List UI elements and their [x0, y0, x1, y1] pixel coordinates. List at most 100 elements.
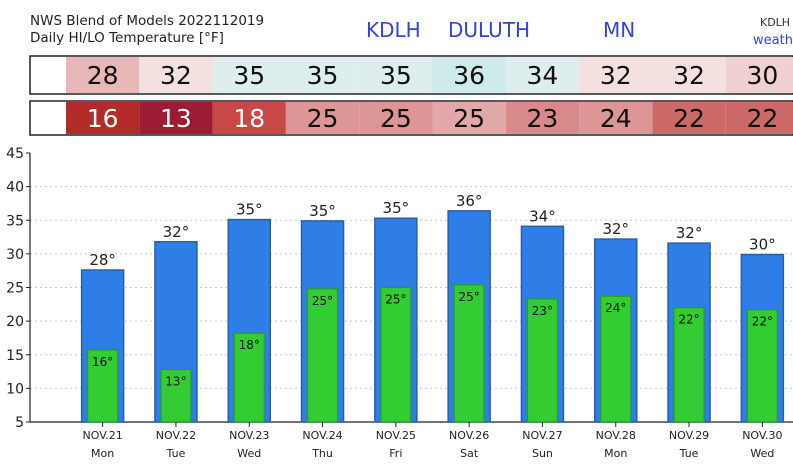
- hi-data-label: 32°: [602, 220, 629, 238]
- lo-cell: [285, 102, 360, 134]
- lo-bar: [453, 284, 485, 423]
- hi-data-label: 35°: [236, 201, 263, 219]
- x-date-label: NOV.23: [229, 429, 269, 442]
- lo-temperature-row: 16 13 18 25 25 25 23 24 22 22: [29, 100, 793, 136]
- x-date-label: NOV.29: [669, 429, 709, 442]
- hi-cell-value: 35: [380, 61, 412, 90]
- lo-data-label: 22°: [678, 313, 699, 327]
- x-date-label: NOV.30: [742, 429, 782, 442]
- x-weekday-label: Mon: [604, 447, 627, 460]
- lo-cell: [652, 102, 726, 134]
- y-tick-label: 40: [6, 180, 24, 196]
- lo-cell: [139, 102, 213, 134]
- x-weekday-label: Tue: [679, 447, 699, 460]
- y-tick-label: 20: [6, 314, 24, 330]
- y-tick-label: 10: [6, 381, 24, 397]
- station-id: KDLH: [366, 18, 421, 42]
- lo-cell-value: 25: [380, 104, 412, 133]
- lo-cell: [579, 102, 653, 134]
- hi-cell-value: 32: [600, 61, 632, 90]
- lo-bar: [160, 368, 192, 423]
- hi-cell-value: 35: [233, 61, 265, 90]
- hi-cell-value: 32: [160, 61, 192, 90]
- lo-data-label: 25°: [385, 293, 406, 307]
- hi-temperature-row: 28 32 35 35 35 36 34 32 32 30: [29, 55, 793, 95]
- x-date-label: NOV.24: [302, 429, 342, 442]
- hi-cell: [66, 57, 140, 93]
- hi-cell: [725, 57, 793, 93]
- lo-cell-value: 16: [87, 104, 119, 133]
- x-date-label: NOV.22: [156, 429, 196, 442]
- lo-data-label: 22°: [752, 315, 773, 329]
- lo-data-label: 16°: [92, 355, 113, 369]
- lo-bar: [380, 286, 412, 423]
- y-tick-label: 5: [15, 415, 24, 431]
- hi-data-label: 30°: [749, 236, 776, 254]
- x-date-label: NOV.21: [83, 429, 123, 442]
- lo-cell: [359, 102, 433, 134]
- hi-cell-value: 28: [87, 61, 119, 90]
- lo-cell: [725, 102, 793, 134]
- lo-bar: [306, 288, 339, 423]
- y-tick-label: 15: [6, 348, 24, 364]
- chart-title-line1: NWS Blend of Models 2022112019: [30, 13, 264, 29]
- x-weekday-label: Sat: [460, 447, 479, 460]
- lo-cell: [212, 102, 286, 134]
- hi-cell: [212, 57, 286, 93]
- lo-cell: [505, 102, 580, 134]
- lo-cell-value: 22: [746, 104, 778, 133]
- x-weekday-label: Fri: [389, 447, 402, 460]
- hi-cell-value: 35: [307, 61, 339, 90]
- y-tick-label: 45: [6, 146, 24, 162]
- hi-cell: [139, 57, 213, 93]
- hi-cell: [505, 57, 580, 93]
- lo-bar: [600, 295, 632, 423]
- hi-data-label: 32°: [163, 223, 190, 241]
- hi-cell-value: 34: [527, 61, 559, 90]
- hi-cell-value: 32: [673, 61, 705, 90]
- lo-bar: [673, 307, 705, 423]
- y-tick-label: 30: [6, 247, 24, 263]
- chart-title-line2: Daily HI/LO Temperature [°F]: [30, 30, 224, 46]
- lo-data-label: 13°: [165, 375, 186, 389]
- corner-link[interactable]: weath: [753, 33, 793, 48]
- hi-cell: [579, 57, 653, 93]
- x-date-label: NOV.27: [522, 429, 562, 442]
- hi-data-label: 36°: [456, 192, 483, 210]
- x-date-label: NOV.28: [596, 429, 636, 442]
- lo-cell-value: 25: [307, 104, 339, 133]
- x-axis-labels: NOV.21 Mon NOV.22 Tue NOV.23 Wed NOV.24 Thu NOV.…: [83, 422, 782, 460]
- lo-data-label: 23°: [532, 304, 553, 318]
- lo-data-label: 18°: [239, 338, 260, 352]
- lo-cell-value: 22: [673, 104, 705, 133]
- x-date-label: NOV.26: [449, 429, 489, 442]
- lo-bar: [87, 349, 119, 423]
- lo-data-label: 24°: [605, 301, 626, 315]
- x-weekday-label: Tue: [166, 447, 186, 460]
- lo-cell-value: 23: [527, 104, 559, 133]
- station-name: DULUTH: [448, 18, 530, 42]
- hi-data-label: 32°: [676, 224, 703, 242]
- corner-station-id: KDLH: [760, 16, 790, 29]
- station-state: MN: [603, 18, 635, 42]
- bars-group: 28° 16° 32° 13° 35° 18° 35° 25° 35° 25° 36° 25° 34° 2…: [80, 192, 785, 423]
- lo-cell: [66, 102, 140, 134]
- lo-data-label: 25°: [312, 294, 333, 308]
- hi-cell: [285, 57, 360, 93]
- hi-cell-value: 30: [746, 61, 778, 90]
- x-weekday-label: Wed: [750, 447, 774, 460]
- hi-data-label: 28°: [89, 251, 116, 269]
- hi-cell: [359, 57, 433, 93]
- lo-cell-value: 13: [160, 104, 192, 133]
- lo-cell-value: 24: [600, 104, 632, 133]
- lo-cell: [432, 102, 506, 134]
- x-weekday-label: Thu: [311, 447, 333, 460]
- lo-data-label: 25°: [459, 290, 480, 304]
- hi-data-label: 35°: [383, 199, 410, 217]
- x-weekday-label: Mon: [91, 447, 114, 460]
- hi-data-label: 34°: [529, 207, 556, 225]
- hi-cell: [432, 57, 506, 93]
- x-date-label: NOV.25: [376, 429, 416, 442]
- hi-data-label: 35°: [309, 202, 336, 220]
